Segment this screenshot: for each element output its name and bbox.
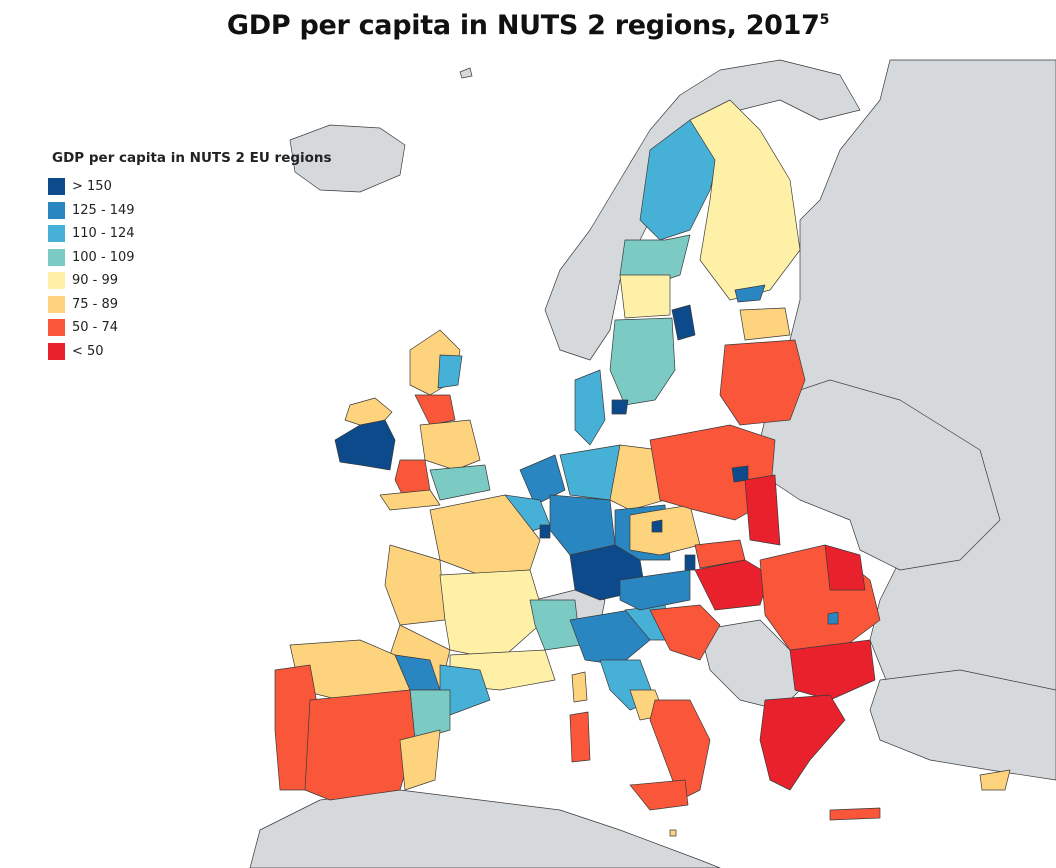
- region-london-se: [429, 464, 491, 501]
- region-poland-east: [744, 474, 781, 546]
- region-italy-south: [649, 699, 711, 801]
- region-sweden-south: [609, 317, 676, 406]
- legend-item: 50 - 74: [48, 316, 348, 340]
- legend-label: 90 - 99: [72, 273, 119, 289]
- region-france-central: [439, 569, 546, 661]
- region-catalonia: [439, 664, 491, 716]
- region-bucharest: [827, 611, 839, 625]
- iceland: [289, 124, 406, 193]
- region-austria: [619, 569, 691, 611]
- region-cornwall: [379, 489, 441, 511]
- region-sardinia: [569, 711, 591, 763]
- region-romania-ne: [824, 544, 866, 591]
- legend-swatch: [48, 178, 65, 196]
- region-helsinki: [734, 284, 766, 303]
- title-footnote: 5: [819, 12, 830, 28]
- legend-items: > 150 125 - 149 110 - 124 100 - 109 90 - 99 7…: [48, 175, 348, 363]
- region-estonia: [739, 307, 791, 341]
- legend-item: 110 - 124: [48, 222, 348, 246]
- region-italy-north: [569, 609, 651, 666]
- legend-swatch: [48, 272, 65, 290]
- region-luxembourg: [539, 524, 551, 539]
- region-romania: [759, 544, 881, 651]
- legend-item: 100 - 109: [48, 246, 348, 270]
- legend-label: 50 - 74: [72, 320, 119, 336]
- region-england-north: [414, 394, 456, 426]
- region-england-mid: [419, 419, 481, 471]
- region-ireland-nw: [344, 397, 393, 426]
- legend-item: 90 - 99: [48, 269, 348, 293]
- region-cyprus: [979, 769, 1011, 791]
- region-crete: [829, 807, 881, 821]
- region-netherlands: [519, 454, 566, 506]
- region-greece: [759, 694, 846, 791]
- region-spain-south: [304, 689, 416, 801]
- legend-item: 75 - 89: [48, 293, 348, 317]
- legend-label: 100 - 109: [72, 249, 135, 265]
- legend-label: 125 - 149: [72, 202, 135, 218]
- legend-item: 125 - 149: [48, 199, 348, 223]
- turkey: [869, 669, 1056, 781]
- region-france-west: [384, 544, 446, 626]
- legend-swatch: [48, 319, 65, 337]
- region-prague: [651, 519, 663, 533]
- region-denmark: [574, 369, 606, 446]
- region-germany-west: [549, 494, 616, 556]
- legend-swatch: [48, 295, 65, 313]
- region-ireland-east: [334, 419, 396, 471]
- region-croatia: [649, 604, 721, 661]
- legend-label: < 50: [72, 343, 104, 359]
- region-bulgaria: [789, 639, 876, 701]
- region-copenhagen: [611, 399, 629, 415]
- region-corsica: [571, 671, 588, 703]
- legend-title: GDP per capita in NUTS 2 EU regions: [52, 150, 332, 166]
- region-czech: [629, 504, 701, 556]
- north-africa: [249, 789, 721, 868]
- region-latvia-lith: [719, 339, 806, 426]
- legend-item: < 50: [48, 340, 348, 364]
- legend-label: > 150: [72, 179, 112, 195]
- legend-swatch: [48, 201, 65, 219]
- region-vienna: [684, 554, 696, 571]
- legend-label: 110 - 124: [72, 226, 135, 242]
- region-valencia: [399, 729, 441, 791]
- region-malta: [669, 829, 677, 837]
- legend-swatch: [48, 248, 65, 266]
- region-scotland-ne: [437, 354, 463, 389]
- region-sicily: [629, 779, 689, 811]
- region-rhone-alpes: [529, 599, 581, 651]
- region-hungary: [694, 559, 771, 611]
- legend-item: > 150: [48, 175, 348, 199]
- region-finland: [689, 99, 801, 301]
- legend-label: 75 - 89: [72, 296, 119, 312]
- legend: GDP per capita in NUTS 2 EU regions > 15…: [48, 150, 348, 363]
- region-sweden-central: [619, 274, 671, 319]
- greenland-tip: [459, 67, 473, 79]
- page-title: GDP per capita in NUTS 2 regions, 20175: [226, 10, 830, 41]
- region-stockholm: [671, 304, 696, 341]
- legend-swatch: [48, 225, 65, 243]
- legend-swatch: [48, 342, 65, 360]
